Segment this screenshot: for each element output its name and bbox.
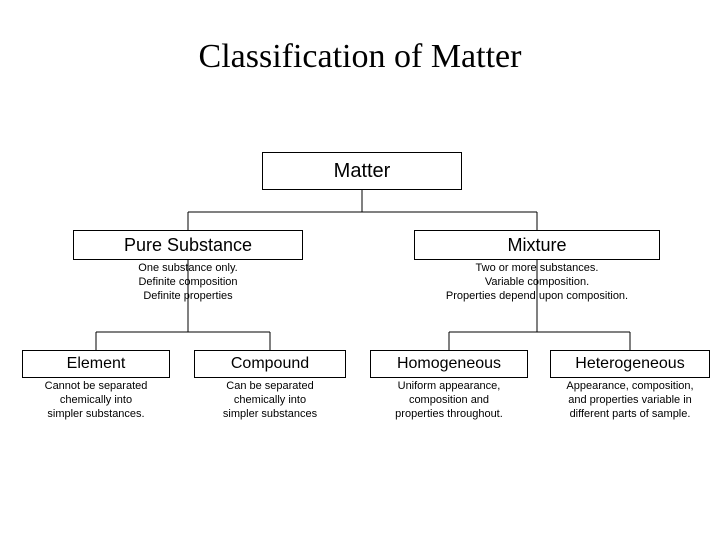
desc-line: One substance only. xyxy=(110,262,266,276)
desc-homogeneous: Uniform appearance,composition andproper… xyxy=(376,380,522,421)
node-mixture: Mixture xyxy=(414,230,660,260)
node-heterogeneous-label: Heterogeneous xyxy=(575,355,684,373)
desc-line: Properties depend upon composition. xyxy=(432,290,642,304)
node-mixture-label: Mixture xyxy=(507,235,566,256)
desc-line: composition and xyxy=(376,394,522,408)
desc-line: Definite properties xyxy=(110,290,266,304)
node-element: Element xyxy=(22,350,170,378)
node-element-label: Element xyxy=(67,355,126,373)
node-heterogeneous: Heterogeneous xyxy=(550,350,710,378)
node-compound-label: Compound xyxy=(231,355,309,373)
desc-line: Definite composition xyxy=(110,276,266,290)
node-homogeneous: Homogeneous xyxy=(370,350,528,378)
node-pure-substance: Pure Substance xyxy=(73,230,303,260)
desc-line: properties throughout. xyxy=(376,408,522,422)
desc-element: Cannot be separatedchemically intosimple… xyxy=(30,380,162,421)
node-homogeneous-label: Homogeneous xyxy=(397,355,501,373)
node-matter-label: Matter xyxy=(334,160,391,183)
desc-line: Two or more substances. xyxy=(432,262,642,276)
desc-line: simpler substances xyxy=(202,408,338,422)
desc-line: chemically into xyxy=(202,394,338,408)
node-matter: Matter xyxy=(262,152,462,190)
desc-line: different parts of sample. xyxy=(552,408,708,422)
diagram-title: Classification of Matter xyxy=(130,38,590,76)
desc-line: chemically into xyxy=(30,394,162,408)
desc-line: simpler substances. xyxy=(30,408,162,422)
desc-mixture: Two or more substances.Variable composit… xyxy=(432,262,642,303)
desc-line: Can be separated xyxy=(202,380,338,394)
desc-heterogeneous: Appearance, composition,and properties v… xyxy=(552,380,708,421)
desc-line: Variable composition. xyxy=(432,276,642,290)
desc-compound: Can be separatedchemically intosimpler s… xyxy=(202,380,338,421)
node-compound: Compound xyxy=(194,350,346,378)
desc-pure-substance: One substance only.Definite compositionD… xyxy=(110,262,266,303)
node-pure-label: Pure Substance xyxy=(124,235,252,256)
desc-line: Uniform appearance, xyxy=(376,380,522,394)
desc-line: Appearance, composition, xyxy=(552,380,708,394)
desc-line: and properties variable in xyxy=(552,394,708,408)
desc-line: Cannot be separated xyxy=(30,380,162,394)
